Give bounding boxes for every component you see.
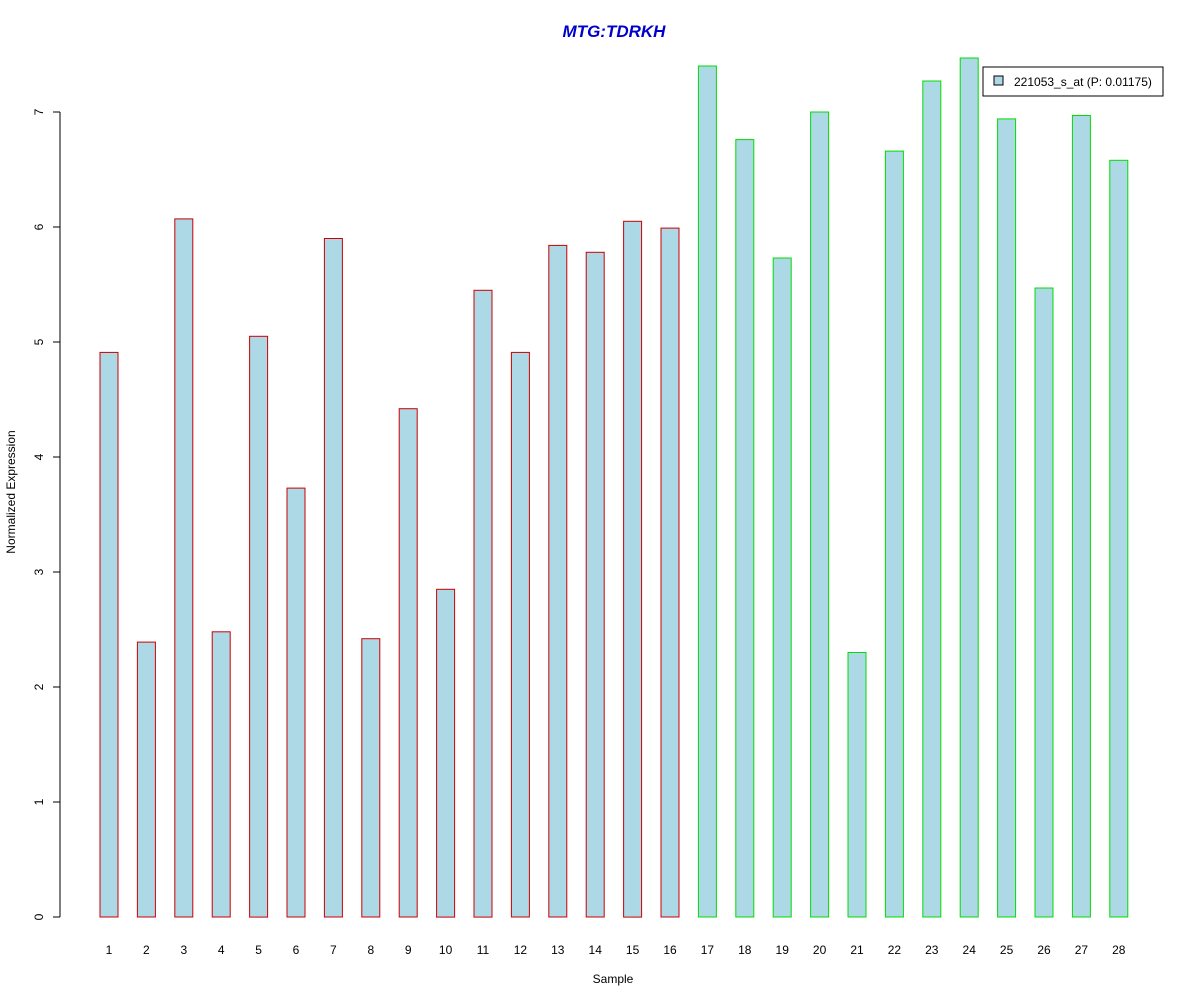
x-tick-label: 17 bbox=[701, 943, 715, 957]
chart-title: MTG:TDRKH bbox=[563, 22, 667, 41]
x-tick-label: 24 bbox=[963, 943, 977, 957]
bar-sample-14 bbox=[585, 251, 605, 918]
bars-layer bbox=[99, 57, 1129, 918]
x-tick-label: 6 bbox=[293, 943, 300, 957]
bar-sample-26 bbox=[1034, 287, 1054, 918]
legend-entry: 221053_s_at (P: 0.01175) bbox=[1014, 75, 1152, 89]
bar-sample-22 bbox=[884, 150, 904, 918]
bar-sample-2 bbox=[136, 641, 156, 918]
y-tick-label: 2 bbox=[32, 683, 46, 690]
bar-sample-9 bbox=[398, 408, 418, 918]
x-tick-label: 7 bbox=[330, 943, 337, 957]
bar-sample-11 bbox=[473, 289, 493, 918]
x-tick-label: 20 bbox=[813, 943, 827, 957]
x-tick-label: 22 bbox=[888, 943, 902, 957]
bar-sample-28 bbox=[1109, 159, 1129, 918]
x-tick-label: 14 bbox=[589, 943, 603, 957]
x-tick-label: 12 bbox=[514, 943, 528, 957]
bar-sample-7 bbox=[323, 238, 343, 918]
bar-sample-24 bbox=[959, 57, 979, 918]
bar-sample-1 bbox=[99, 351, 119, 918]
bar-sample-18 bbox=[735, 139, 755, 918]
x-tick-label: 27 bbox=[1075, 943, 1089, 957]
x-tick-label: 15 bbox=[626, 943, 640, 957]
x-tick-label: 13 bbox=[551, 943, 565, 957]
x-tick-label: 26 bbox=[1037, 943, 1051, 957]
x-tick-label: 4 bbox=[218, 943, 225, 957]
bar-sample-19 bbox=[772, 257, 792, 918]
x-tick-label: 5 bbox=[255, 943, 262, 957]
bar-sample-3 bbox=[174, 218, 194, 918]
legend: 221053_s_at (P: 0.01175) bbox=[982, 66, 1164, 97]
x-tick-label: 23 bbox=[925, 943, 939, 957]
y-tick-label: 0 bbox=[32, 913, 46, 920]
x-tick-label: 3 bbox=[180, 943, 187, 957]
bar-sample-16 bbox=[660, 227, 680, 918]
bar-sample-13 bbox=[548, 244, 568, 918]
legend-box bbox=[982, 66, 1164, 97]
x-tick-label: 19 bbox=[776, 943, 790, 957]
x-tick-label: 18 bbox=[738, 943, 752, 957]
x-tick-label: 25 bbox=[1000, 943, 1014, 957]
x-axis-labels: 1 2 3 4 5 6 7 8 9 10 11 12 13 14 15 16 17 18 19 20 21 22 23 24 2… bbox=[106, 943, 1126, 957]
bar-sample-25 bbox=[997, 118, 1017, 918]
x-tick-label: 16 bbox=[663, 943, 677, 957]
x-tick-label: 10 bbox=[439, 943, 453, 957]
y-tick-label: 3 bbox=[32, 568, 46, 575]
y-tick-label: 5 bbox=[32, 338, 46, 345]
y-axis-label: Normalized Expression bbox=[4, 430, 18, 553]
x-tick-label: 28 bbox=[1112, 943, 1126, 957]
y-axis: 0 1 2 3 4 5 6 7 bbox=[32, 108, 61, 920]
bar-sample-17 bbox=[697, 65, 717, 918]
y-tick-label: 1 bbox=[32, 798, 46, 805]
y-tick-label: 6 bbox=[32, 223, 46, 230]
bar-sample-6 bbox=[286, 487, 306, 918]
x-axis-label: Sample bbox=[593, 972, 634, 986]
x-tick-label: 11 bbox=[477, 943, 490, 957]
bar-sample-4 bbox=[211, 631, 231, 918]
bar-sample-8 bbox=[361, 638, 381, 918]
y-tick-label: 7 bbox=[32, 108, 46, 115]
bar-sample-5 bbox=[249, 335, 269, 918]
bar-sample-15 bbox=[623, 220, 643, 918]
bar-sample-21 bbox=[847, 652, 867, 918]
x-tick-label: 1 bbox=[106, 943, 113, 957]
y-tick-label: 4 bbox=[32, 453, 46, 460]
bar-sample-23 bbox=[922, 80, 942, 918]
legend-swatch bbox=[993, 75, 1004, 86]
bar-sample-10 bbox=[436, 588, 456, 918]
bar-sample-20 bbox=[810, 111, 830, 918]
x-tick-label: 8 bbox=[367, 943, 374, 957]
bar-sample-12 bbox=[510, 351, 530, 918]
x-tick-label: 21 bbox=[850, 943, 864, 957]
bar-sample-27 bbox=[1071, 115, 1091, 918]
x-tick-label: 9 bbox=[405, 943, 412, 957]
x-tick-label: 2 bbox=[143, 943, 150, 957]
